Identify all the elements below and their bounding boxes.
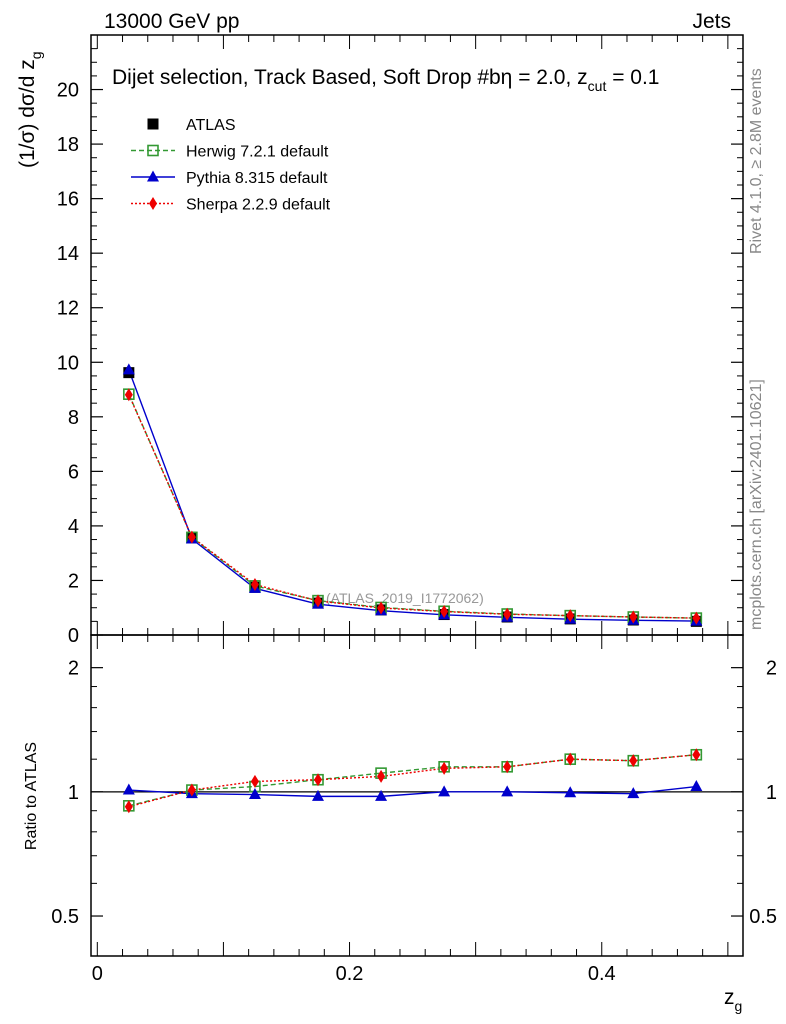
plot-title-sub: cut: [588, 78, 607, 94]
main-sherpa-point: [314, 594, 323, 608]
ratio-sherpa-point: [692, 748, 701, 762]
main-ytick-label: 0: [68, 625, 79, 647]
ratio-pythia-point: [564, 786, 577, 798]
legend-sherpa-label: Sherpa 2.2.9 default: [186, 197, 331, 214]
ratio-pythia-point: [312, 789, 325, 801]
xlabel-main: z: [724, 986, 735, 1009]
header-left: 13000 GeV pp: [104, 10, 239, 33]
ratio-sherpa-point: [629, 754, 638, 768]
ratio-ylabel: Ratio to ATLAS: [23, 742, 40, 850]
main-sherpa-point: [187, 530, 196, 544]
main-sherpa-point: [692, 611, 701, 625]
ratio-pythia-point: [248, 788, 261, 800]
ratio-sherpa-point: [124, 800, 133, 814]
ratio-sherpa-point: [377, 769, 386, 783]
ratio-sherpa-point: [314, 773, 323, 787]
ratio-sherpa-point: [503, 760, 512, 774]
rivet-version-label: Rivet 4.1.0, ≥ 2.8M events: [748, 68, 765, 254]
main-ytick-label: 16: [57, 189, 79, 211]
main-sherpa-point: [503, 607, 512, 621]
main-ytick-label: 12: [57, 298, 79, 320]
analysis-watermark: (ATLAS_2019_I1772062): [326, 590, 484, 606]
ratio-herwig-line: [128, 754, 697, 807]
main-ytick-label: 4: [68, 516, 79, 538]
legend-pythia-marker: [147, 170, 159, 182]
main-sherpa-line: [128, 394, 697, 619]
ratio-ytick-label: 1: [68, 782, 79, 804]
ratio-ytick-label-right: 2: [766, 658, 777, 680]
ratio-pythia-line: [128, 785, 697, 798]
main-sherpa-point: [250, 578, 259, 592]
ratio-pythia-point: [375, 789, 388, 801]
mcplots-reference-label: mcplots.cern.ch [arXiv:2401.10621]: [748, 379, 765, 630]
main-sherpa-point: [440, 605, 449, 619]
legend-herwig-marker: [147, 144, 159, 157]
ratio-sherpa-point: [250, 774, 259, 788]
header-right: Jets: [692, 10, 731, 33]
ratio-sherpa-point: [187, 783, 196, 797]
main-ylabel-text: (1/σ) dσ/d z: [16, 59, 39, 168]
main-herwig-line: [128, 393, 697, 619]
main-ytick-label: 20: [57, 80, 79, 102]
ratio-pythia-point: [627, 787, 640, 799]
xtick-label: 0.2: [336, 963, 364, 985]
ratio-sherpa-point: [566, 752, 575, 766]
ratio-pythia-point: [122, 783, 135, 795]
ratio-ytick-label: 2: [68, 658, 79, 680]
main-pythia-point: [122, 363, 135, 375]
ratio-pythia-point: [501, 785, 514, 797]
main-ytick-label: 18: [57, 134, 79, 156]
plot-title-main: Dijet selection, Track Based, Soft Drop …: [112, 66, 588, 89]
legend-sherpa-marker: [149, 197, 157, 210]
main-ylabel: (1/σ) dσ/d zg: [16, 51, 44, 168]
main-pythia-line: [128, 369, 697, 622]
plot-title-tail: = 0.1: [606, 66, 659, 89]
ratio-sherpa-line: [128, 754, 697, 808]
xlabel: zg: [724, 986, 742, 1014]
legend-pythia-label: Pythia 8.315 default: [186, 170, 328, 187]
legend-herwig-label: Herwig 7.2.1 default: [186, 144, 329, 161]
xtick-label: 0.4: [588, 963, 616, 985]
ratio-pythia-point: [438, 785, 451, 797]
xlabel-sub: g: [735, 998, 743, 1014]
xtick-label: 0: [92, 963, 103, 985]
main-sherpa-point: [629, 610, 638, 624]
legend-atlas-marker: [147, 118, 159, 130]
main-ytick-label: 14: [57, 243, 79, 265]
plot-title: Dijet selection, Track Based, Soft Drop …: [112, 66, 660, 94]
main-ytick-label: 8: [68, 407, 79, 429]
ratio-pythia-point: [690, 780, 703, 792]
legend-atlas-label: ATLAS: [186, 117, 236, 134]
ratio-panel-frame: [90, 634, 744, 957]
main-sherpa-point: [124, 388, 133, 402]
main-ytick-label: 2: [68, 570, 79, 592]
main-sherpa-point: [377, 601, 386, 615]
main-ytick-label: 6: [68, 461, 79, 483]
ratio-ytick-label: 0.5: [51, 906, 79, 928]
ratio-ytick-label-right: 0.5: [749, 906, 777, 928]
ratio-sherpa-point: [440, 761, 449, 775]
main-sherpa-point: [566, 609, 575, 623]
ratio-ytick-label-right: 1: [766, 782, 777, 804]
main-ylabel-sub: g: [28, 51, 44, 59]
main-ytick-label: 10: [57, 352, 79, 374]
